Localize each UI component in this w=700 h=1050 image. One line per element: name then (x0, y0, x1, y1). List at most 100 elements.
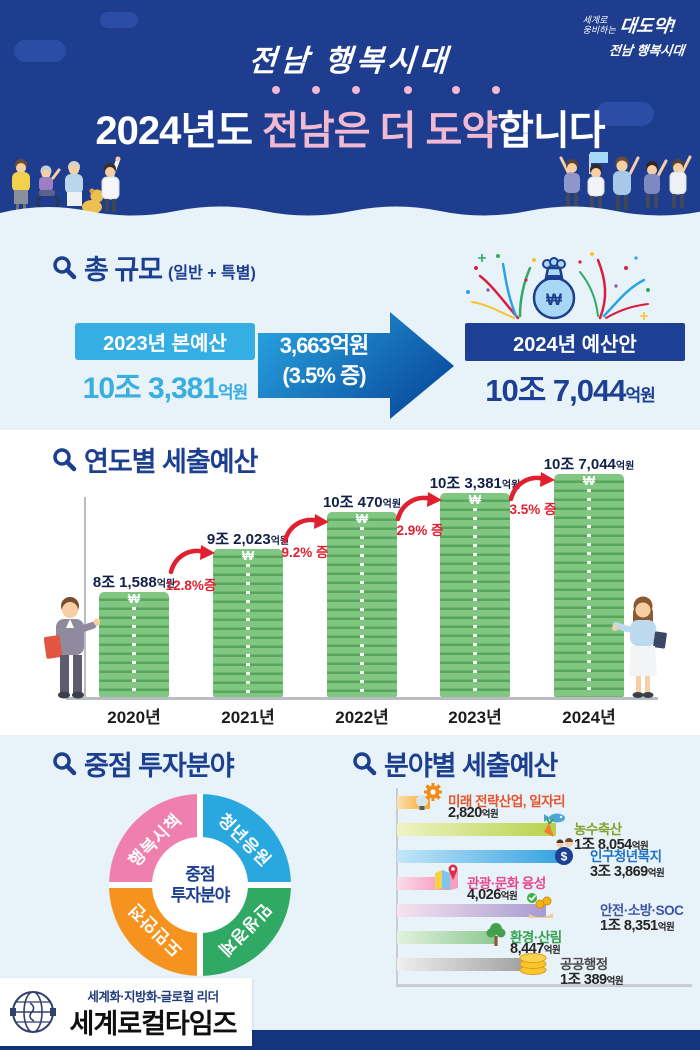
year-label: 2022년 (335, 708, 389, 727)
main-title: 2024년도 전남은 더 도약합니다 (95, 109, 605, 153)
year-label: 2024년 (562, 708, 616, 727)
growth-pct-label: 9.2% 증 (281, 545, 329, 560)
presenter-man-illustration (44, 597, 100, 699)
sector-label: 관광·문화 융성 (467, 876, 546, 891)
sector-label: 인구청년복지 (590, 849, 662, 864)
cloud-icon (100, 12, 138, 28)
slogan-big-text: 대도약! (619, 16, 677, 36)
sector-x-axis (396, 984, 692, 987)
budget-2023-box: 2023년 본예산 (75, 323, 255, 360)
growth-arrow-icon (168, 545, 215, 575)
year-label: 2020년 (107, 708, 161, 727)
total-subtitle-text: (일반 + 특별) (168, 264, 256, 282)
publisher-tagline: 세계화·지방화-글로컬 리더 (87, 990, 219, 1004)
bar-value-label: 10조 3,381억원 (429, 475, 521, 492)
bill-dots (132, 607, 136, 693)
cloud-icon (596, 102, 654, 126)
search-icon (53, 447, 77, 471)
environment-forest-icon (486, 923, 506, 946)
year-label: 2023년 (448, 708, 502, 727)
yearly-bar-2023: ₩ (440, 492, 510, 697)
won-symbol: ₩ (582, 473, 596, 488)
yearly-section-title: 연도별 세출예산 (52, 440, 258, 479)
agriculture-fishery-icon (544, 813, 565, 837)
growth-pct-label: 12.8%증 (165, 578, 217, 593)
budget-2024-box: 2024년 예산안 (465, 323, 685, 361)
sector-value: 1조 389억원 (560, 972, 624, 988)
search-icon (53, 255, 77, 279)
sector-label: 미래 전략산업, 일자리 (448, 794, 566, 809)
corner-slogan: 세계로 웅비하는 대도약! 전남 행복시대 (582, 12, 685, 59)
search-icon (353, 751, 377, 775)
focus-section-title: 중점 투자분야 (52, 744, 235, 783)
won-symbol: ₩ (468, 492, 482, 507)
budget-2023-value: 10조 3,381억원 (82, 372, 249, 405)
sector-value: 4,026억원 (467, 887, 518, 903)
population-welfare-icon: $ (555, 838, 573, 865)
bill-dots (473, 508, 477, 693)
focus-donut-chart: 중점 투자분야 (109, 794, 291, 976)
sector-label: 환경·산림 (510, 930, 562, 945)
increase-amount-text: 3,663억원 (3.5% 증) (279, 333, 370, 388)
sector-value: 1조 8,054억원 (574, 837, 649, 853)
growth-arrow-icon (508, 472, 555, 502)
sector-bar (397, 823, 556, 836)
sector-label: 안전·소방·SOC (600, 903, 684, 918)
sector-value: 8,447억원 (510, 941, 561, 957)
money-bag-icon: ₩ (532, 257, 576, 320)
bar-value-label: 10조 470억원 (322, 494, 402, 511)
sector-title-text: 분야별 세출예산 (384, 751, 558, 781)
sector-section-title: 분야별 세출예산 (352, 744, 558, 783)
growth-pct-label: 3.5% 증 (509, 502, 557, 517)
search-icon (53, 751, 77, 775)
header-banner: 세계로 웅비하는 대도약! 전남 행복시대 전남 행복시대 2024년도 전남은… (0, 0, 700, 226)
total-title-text: 총 규모 (84, 255, 163, 285)
people-illustration-right (559, 152, 692, 210)
increase-arrow (258, 312, 454, 419)
globe-icon (10, 991, 56, 1033)
growth-arrow-icon (395, 492, 442, 522)
sector-bar (397, 850, 570, 863)
yearly-bar-2021: ₩ (213, 548, 283, 697)
sector-value: 2,820억원 (448, 805, 499, 821)
donut-center-label: 중점 투자분야 (152, 837, 248, 933)
slogan-small-text: 세계로 웅비하는 (582, 15, 616, 35)
bar-value-label: 8조 1,588억원 (92, 574, 176, 591)
sector-bar (397, 931, 496, 944)
bill-dots (360, 527, 364, 693)
yearly-title-text: 연도별 세출예산 (84, 447, 258, 477)
yearly-bar-2024: ₩ (554, 473, 624, 697)
title-decor-dots (0, 86, 700, 96)
focus-title-text: 중점 투자분야 (84, 751, 235, 781)
sector-bar (397, 904, 546, 917)
cloud-icon (14, 40, 66, 62)
presenter-woman-illustration (612, 596, 667, 698)
public-admin-coins-icon (519, 953, 547, 975)
sector-label: 공공행정 (560, 957, 608, 972)
safety-soc-icon (527, 893, 553, 918)
sector-bar (397, 958, 529, 971)
bar-value-label: 10조 7,044억원 (543, 456, 635, 473)
sector-label: 농수축산 (574, 822, 622, 837)
budget-2024-value: 10조 7,044억원 (485, 373, 655, 408)
wave-divider (0, 206, 700, 226)
svg-text:₩: ₩ (546, 290, 563, 309)
growth-arrow-icon (282, 514, 329, 544)
publisher-name: 세계로컬타임즈 (69, 1009, 238, 1039)
sector-value: 3조 3,869억원 (590, 864, 665, 880)
sector-value: 1조 8,351억원 (600, 918, 675, 934)
industry-jobs-icon (416, 783, 442, 810)
growth-pct-label: 2.9% 증 (396, 523, 444, 538)
won-symbol: ₩ (241, 548, 255, 563)
won-symbol: ₩ (127, 591, 141, 606)
y-axis (84, 497, 86, 697)
fireworks-icon (466, 252, 650, 320)
bill-dots (587, 489, 591, 693)
publisher-logo-card: 세계화·지방화-글로컬 리더 세계로컬타임즈 (0, 978, 252, 1046)
bill-dots (246, 564, 250, 693)
yearly-bar-2020: ₩ (99, 591, 169, 697)
bar-value-label: 9조 2,023억원 (206, 531, 290, 548)
x-axis (66, 697, 658, 700)
total-section-title: 총 규모 (일반 + 특별) (52, 248, 256, 287)
